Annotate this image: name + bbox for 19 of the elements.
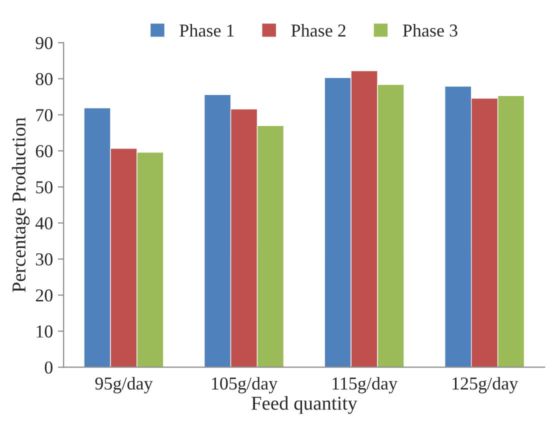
legend-label: Phase 2	[291, 24, 346, 37]
y-tick-label: 50	[36, 181, 52, 194]
y-tick-label: 10	[36, 325, 52, 338]
y-tick-label: 80	[36, 73, 52, 86]
y-tick-label: 40	[35, 217, 52, 230]
x-tick-label: 95g/day	[95, 376, 153, 394]
x-axis-title: Feed quantity	[252, 396, 358, 414]
y-tick-label: 0	[44, 361, 52, 374]
x-tick-label: 115g/day	[332, 376, 398, 394]
y-axis-title: Percentage Production	[12, 118, 30, 292]
y-tick-label: 60	[36, 145, 52, 158]
legend-label: Phase 3	[402, 24, 458, 37]
y-tick-label: 70	[36, 109, 52, 122]
y-tick-label: 90	[36, 36, 52, 50]
y-tick-label: 30	[36, 253, 52, 266]
x-tick-label: 105g/day	[212, 376, 278, 394]
y-tick-label: 20	[36, 289, 52, 302]
legend-label: Phase 1	[180, 24, 234, 37]
x-tick-label: 125g/day	[452, 376, 518, 394]
